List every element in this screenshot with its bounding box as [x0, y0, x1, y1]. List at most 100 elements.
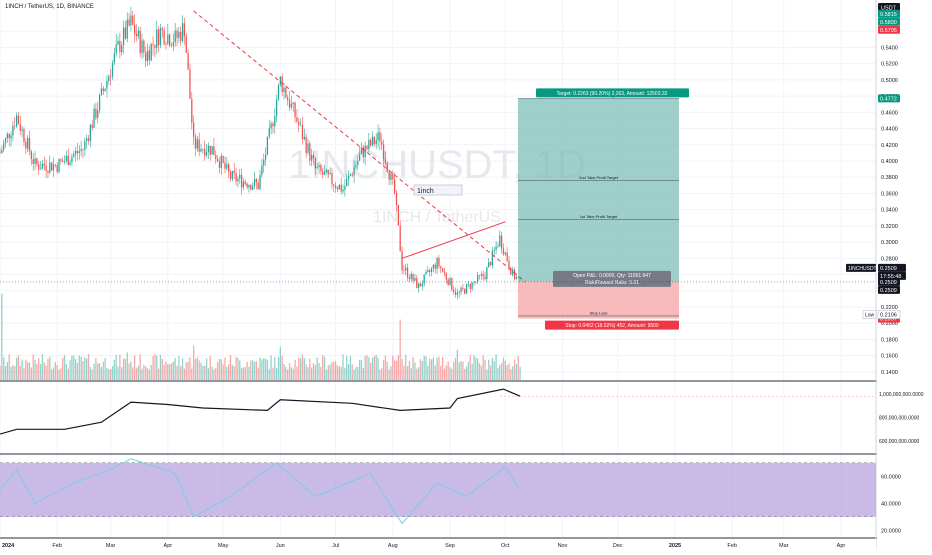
candle-body[interactable]: [71, 156, 73, 163]
candle-body[interactable]: [331, 173, 333, 185]
candle-body[interactable]: [176, 30, 178, 38]
candle-body[interactable]: [456, 292, 459, 295]
candle-body[interactable]: [45, 165, 47, 172]
candle-body[interactable]: [167, 34, 169, 45]
candle-body[interactable]: [362, 147, 364, 158]
candle-body[interactable]: [323, 172, 326, 175]
candle-body[interactable]: [146, 50, 149, 62]
candle-body[interactable]: [344, 186, 346, 190]
candle-body[interactable]: [78, 151, 80, 154]
candle-body[interactable]: [430, 268, 433, 272]
candle-body[interactable]: [366, 145, 368, 150]
candle-body[interactable]: [342, 189, 344, 192]
candle-body[interactable]: [87, 138, 90, 141]
candle-body[interactable]: [504, 252, 506, 255]
candle-body[interactable]: [318, 165, 320, 168]
candle-body[interactable]: [115, 44, 117, 54]
candle-body[interactable]: [222, 155, 224, 163]
candle-body[interactable]: [161, 28, 163, 31]
candle-body[interactable]: [274, 116, 276, 127]
candle-body[interactable]: [270, 123, 272, 129]
candle-body[interactable]: [469, 284, 471, 290]
candle-body[interactable]: [395, 192, 398, 205]
candle-body[interactable]: [121, 45, 123, 53]
candle-body[interactable]: [191, 98, 193, 123]
candle-body[interactable]: [460, 287, 462, 293]
candle-body[interactable]: [93, 108, 95, 128]
candle-body[interactable]: [253, 179, 256, 187]
candle-body[interactable]: [477, 275, 479, 282]
candle-body[interactable]: [8, 133, 10, 139]
candle-body[interactable]: [294, 102, 296, 118]
candle-body[interactable]: [440, 266, 442, 269]
candle-body[interactable]: [141, 40, 143, 54]
candle-body[interactable]: [145, 52, 147, 62]
candle-body[interactable]: [41, 163, 44, 169]
candle-body[interactable]: [358, 154, 361, 161]
candle-body[interactable]: [432, 264, 435, 269]
candle-body[interactable]: [307, 143, 309, 153]
candle-body[interactable]: [285, 87, 287, 98]
candle-body[interactable]: [228, 164, 230, 172]
candle-body[interactable]: [301, 124, 304, 139]
candle-body[interactable]: [423, 274, 425, 285]
candle-body[interactable]: [333, 184, 335, 186]
candle-body[interactable]: [84, 140, 86, 150]
rsi-line[interactable]: [0, 458, 521, 525]
candle-body[interactable]: [86, 138, 88, 141]
candle-body[interactable]: [419, 283, 422, 287]
candle-body[interactable]: [325, 169, 328, 173]
candle-body[interactable]: [62, 160, 64, 162]
candle-body[interactable]: [403, 270, 405, 271]
candle-body[interactable]: [500, 235, 503, 249]
candle-body[interactable]: [478, 275, 481, 276]
candle-body[interactable]: [493, 249, 495, 251]
candle-body[interactable]: [246, 183, 248, 188]
candle-body[interactable]: [261, 165, 263, 176]
candle-body[interactable]: [292, 102, 294, 104]
candle-body[interactable]: [110, 76, 112, 78]
candle-body[interactable]: [370, 140, 372, 146]
candle-body[interactable]: [122, 27, 125, 46]
candle-body[interactable]: [47, 171, 49, 173]
candle-body[interactable]: [216, 159, 219, 162]
candle-body[interactable]: [98, 95, 101, 111]
candle-body[interactable]: [95, 108, 97, 118]
candle-body[interactable]: [189, 69, 191, 99]
time-axis[interactable]: 2024 Feb Mar Apr May Jun Jul Aug Sep Oct Nov Dec 202…: [0, 539, 876, 550]
candle-body[interactable]: [480, 274, 482, 276]
candle-body[interactable]: [91, 124, 93, 128]
candle-body[interactable]: [148, 50, 151, 61]
candle-body[interactable]: [508, 260, 510, 268]
candle-body[interactable]: [515, 277, 518, 280]
candle-body[interactable]: [108, 76, 110, 81]
candle-body[interactable]: [17, 115, 20, 124]
candle-body[interactable]: [316, 167, 318, 169]
candle-body[interactable]: [106, 80, 108, 89]
candle-body[interactable]: [355, 165, 357, 168]
candle-body[interactable]: [135, 33, 138, 37]
candle-body[interactable]: [489, 262, 492, 266]
candle-body[interactable]: [82, 149, 84, 150]
candle-body[interactable]: [187, 52, 189, 70]
candle-body[interactable]: [454, 292, 457, 295]
candle-body[interactable]: [351, 174, 353, 176]
candle-body[interactable]: [178, 31, 180, 38]
candle-body[interactable]: [484, 276, 486, 279]
candle-body[interactable]: [244, 181, 246, 184]
candle-body[interactable]: [382, 144, 385, 160]
candle-body[interactable]: [4, 138, 7, 144]
candle-body[interactable]: [329, 173, 331, 175]
candle-body[interactable]: [89, 124, 92, 141]
candle-body[interactable]: [69, 162, 71, 166]
candle-body[interactable]: [231, 170, 234, 179]
candle-body[interactable]: [491, 250, 494, 266]
candle-body[interactable]: [340, 184, 342, 192]
candle-body[interactable]: [464, 288, 466, 294]
candle-body[interactable]: [303, 136, 305, 139]
candle-body[interactable]: [320, 165, 322, 172]
candle-body[interactable]: [495, 246, 497, 250]
candle-body[interactable]: [211, 146, 213, 155]
candle-body[interactable]: [39, 168, 42, 170]
